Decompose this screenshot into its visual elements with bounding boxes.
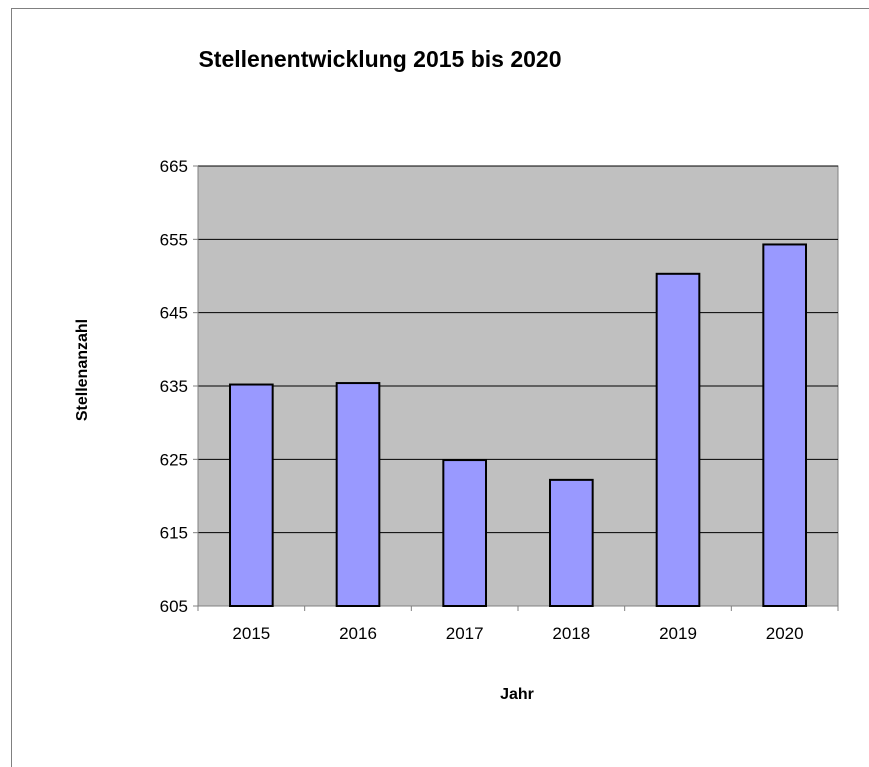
bar-2016 — [335, 382, 381, 608]
x-tick-label: 2016 — [339, 624, 377, 643]
y-tick-label: 635 — [160, 377, 188, 396]
y-tick-label: 615 — [160, 524, 188, 543]
bar-2020 — [762, 243, 807, 607]
y-tick-label: 605 — [160, 597, 188, 616]
y-tick-label: 645 — [160, 304, 188, 323]
x-tick-label: 2015 — [232, 624, 270, 643]
bar-2015 — [229, 383, 274, 607]
x-tick-label: 2017 — [446, 624, 484, 643]
bar-2018 — [549, 478, 594, 607]
x-tick-label: 2019 — [659, 624, 697, 643]
bar-2019 — [655, 272, 701, 607]
x-tick-label: 2018 — [552, 624, 590, 643]
y-tick-label: 625 — [160, 450, 188, 469]
bar-2017 — [442, 459, 488, 608]
chart-title: Stellenentwicklung 2015 bis 2020 — [198, 46, 562, 72]
x-tick-label: 2020 — [766, 624, 804, 643]
x-axis-title: Jahr — [500, 686, 534, 703]
y-tick-label: 655 — [160, 230, 188, 249]
y-tick-label: 665 — [160, 157, 188, 176]
